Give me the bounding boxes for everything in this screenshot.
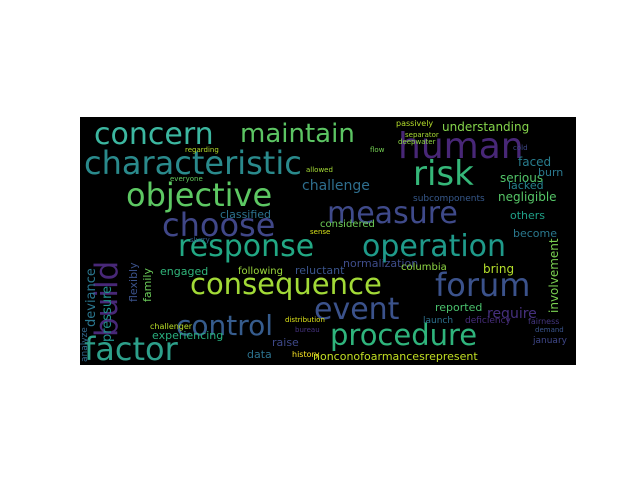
word-concern: concern (94, 117, 214, 152)
word-family: family (141, 268, 154, 302)
word-bring: bring (483, 262, 515, 276)
word-engaged: engaged (160, 265, 209, 278)
word-fairness: fairness (528, 317, 560, 326)
word-faced: faced (518, 155, 552, 169)
word-history: history (292, 350, 320, 359)
word-reported: reported (435, 301, 483, 314)
word-cold: cold (513, 144, 528, 152)
word-demand: demand (535, 326, 564, 334)
word-launch: launch (423, 316, 454, 326)
word-flow: flow (370, 146, 385, 154)
word-lacked: lacked (508, 179, 544, 192)
word-deficiency: deficiency (465, 316, 511, 326)
word-factor: factor (84, 330, 178, 365)
word-subcomponents: subcomponents (413, 194, 485, 204)
word-cloud: concern maintain human characteristic ri… (80, 117, 576, 365)
word-considered: considered (320, 219, 375, 230)
word-allowed: allowed (306, 166, 333, 174)
word-everyone: everyone (170, 175, 203, 183)
word-choose: choose (162, 206, 276, 244)
word-analyze: analyze (80, 327, 90, 362)
word-maintain: maintain (240, 119, 355, 149)
word-classified: classified (220, 208, 272, 221)
word-january: january (533, 336, 567, 346)
word-require: require (487, 306, 537, 322)
word-data: data (247, 348, 272, 361)
word-become: become (513, 227, 558, 240)
word-deviance: deviance (84, 268, 99, 327)
word-risk: risk (413, 154, 474, 194)
word-characteristic: characteristic (84, 144, 302, 182)
word-regarding: regarding (185, 146, 219, 154)
word-others: others (510, 209, 546, 222)
word-objective: objective (126, 176, 273, 214)
word-forum: forum (435, 266, 531, 304)
word-raise: raise (272, 336, 299, 349)
word-pressure: pressure (100, 285, 115, 342)
word-operation: operation (362, 229, 507, 264)
word-passively: passively (396, 119, 434, 128)
word-distribution: distribution (285, 316, 325, 324)
word-flexibly: flexibly (127, 262, 140, 302)
word-challenge: challenge (302, 178, 370, 194)
word-slurry: slurry (190, 236, 210, 244)
word-separator: separator (405, 131, 439, 139)
word-challenger: challenger (150, 322, 193, 331)
word-understanding: understanding (442, 120, 530, 134)
word-experiencing: experiencing (152, 329, 224, 342)
word-control: control (176, 309, 274, 342)
word-sense: sense (310, 228, 331, 236)
word-procedure: procedure (330, 318, 478, 352)
word-following: following (238, 266, 283, 277)
word-columbia: columbia (401, 262, 447, 273)
word-event: event (314, 292, 400, 327)
word-reluctant: reluctant (295, 264, 345, 277)
word-human: human (398, 126, 524, 167)
word-nonconofoarmancesrepresent: nonconofoarmancesrepresent (313, 350, 478, 363)
word-involvement: involvement (547, 238, 561, 313)
word-deepwater: deepwater (398, 138, 436, 146)
word-normalization: normalization (343, 257, 419, 270)
word-bureau: bureau (295, 326, 320, 334)
word-burn: burn (538, 166, 564, 179)
word-measure: measure (327, 196, 458, 231)
word-negligible: negligible (498, 190, 557, 204)
word-response: response (178, 229, 315, 264)
word-serious: serious (500, 171, 544, 185)
word-consequence: consequence (190, 267, 382, 301)
